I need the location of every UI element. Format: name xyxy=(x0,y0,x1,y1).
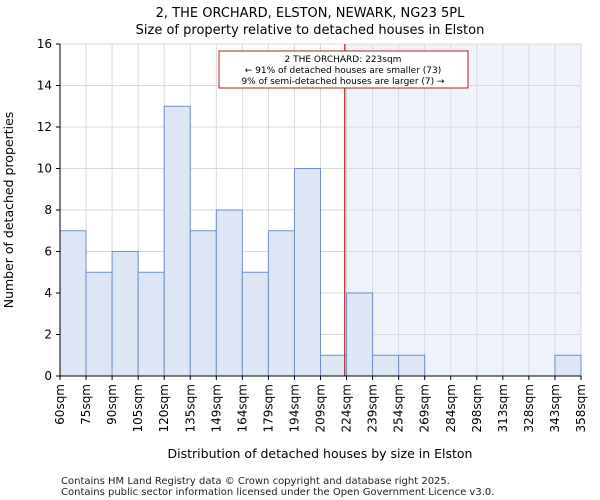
bar xyxy=(111,251,139,377)
x-tick-label: 328sqm xyxy=(522,384,536,432)
x-tick-label: 209sqm xyxy=(314,384,328,432)
y-tick-label: 10 xyxy=(37,162,52,176)
bar xyxy=(59,230,87,377)
x-tick-label: 358sqm xyxy=(574,384,588,432)
y-tick-label: 6 xyxy=(44,245,52,259)
x-tick-label: 284sqm xyxy=(444,384,458,432)
y-tick-labels: 0 2 4 6 8 10 12 14 16 xyxy=(37,37,60,383)
chart-title: 2, THE ORCHARD, ELSTON, NEWARK, NG23 5PL xyxy=(156,6,466,21)
bar xyxy=(267,230,295,377)
x-tick-label: 239sqm xyxy=(366,384,380,432)
x-tick-label: 105sqm xyxy=(131,384,145,432)
footer-line-2: Contains public sector information licen… xyxy=(61,487,494,498)
bar xyxy=(163,105,191,377)
y-tick-label: 12 xyxy=(37,120,52,134)
x-tick-label: 269sqm xyxy=(418,384,432,432)
y-axis-label: Number of detached properties xyxy=(1,112,16,309)
x-tick-label: 313sqm xyxy=(496,384,510,432)
bar xyxy=(346,292,374,377)
y-tick-label: 8 xyxy=(44,203,52,217)
annotation-line-2: ← 91% of detached houses are smaller (73… xyxy=(245,66,442,76)
x-tick-label: 194sqm xyxy=(287,384,301,432)
bar xyxy=(293,168,322,377)
x-tick-label: 298sqm xyxy=(470,384,484,432)
x-tick-label: 254sqm xyxy=(392,384,406,432)
x-tick-label: 179sqm xyxy=(261,384,275,432)
y-tick-label: 4 xyxy=(44,286,52,300)
y-tick-label: 0 xyxy=(44,369,52,383)
x-tick-label: 60sqm xyxy=(53,384,67,425)
x-tick-label: 90sqm xyxy=(105,384,119,425)
bar xyxy=(241,271,269,377)
footer-line-1: Contains HM Land Registry data © Crown c… xyxy=(61,476,450,487)
bar xyxy=(189,230,217,377)
bars xyxy=(59,105,582,377)
y-tick-label: 16 xyxy=(37,37,52,51)
x-tick-label: 343sqm xyxy=(548,384,562,432)
annotation-line-3: 9% of semi-detached houses are larger (7… xyxy=(241,77,445,87)
x-tick-labels: 60sqm 75sqm 90sqm 105sqm 120sqm 135sqm 149sqm 1… xyxy=(53,376,588,432)
bar xyxy=(398,354,426,377)
y-tick-label: 2 xyxy=(44,328,52,342)
bar xyxy=(320,354,348,377)
x-tick-label: 135sqm xyxy=(183,384,197,432)
annotation-box: 2 THE ORCHARD: 223sqm ← 91% of detached … xyxy=(218,50,469,89)
x-tick-label: 164sqm xyxy=(235,384,249,432)
bar xyxy=(372,354,400,377)
bar xyxy=(554,354,582,377)
y-tick-label: 14 xyxy=(37,79,52,93)
annotation-line-1: 2 THE ORCHARD: 223sqm xyxy=(285,55,402,65)
bar xyxy=(215,209,243,377)
bar xyxy=(85,271,113,377)
x-tick-label: 149sqm xyxy=(209,384,223,432)
chart-subtitle: Size of property relative to detached ho… xyxy=(136,23,485,38)
bar xyxy=(137,271,165,377)
x-tick-label: 75sqm xyxy=(79,384,93,425)
x-tick-label: 120sqm xyxy=(157,384,171,432)
x-axis-label: Distribution of detached houses by size … xyxy=(168,446,473,461)
x-tick-label: 224sqm xyxy=(340,384,354,432)
